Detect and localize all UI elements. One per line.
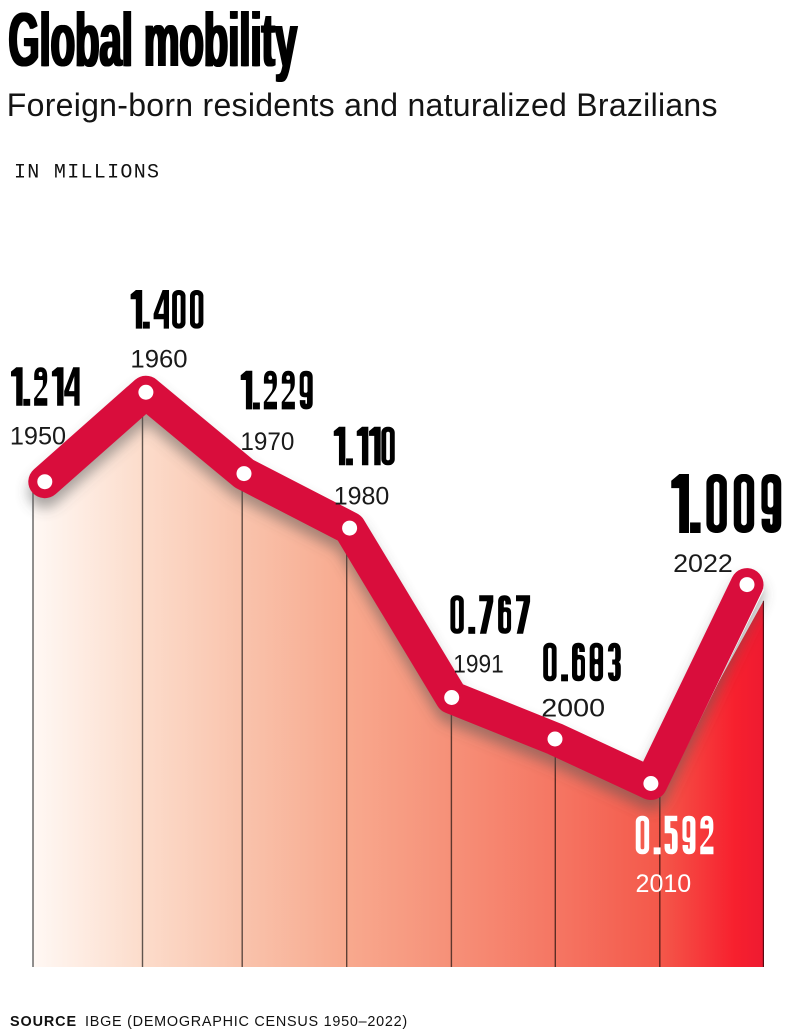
svg-text:1991: 1991 <box>453 650 503 678</box>
svg-text:2022: 2022 <box>673 551 733 578</box>
svg-text:1960: 1960 <box>130 346 187 374</box>
svg-text:1980: 1980 <box>334 483 390 511</box>
svg-text:2000: 2000 <box>541 694 605 722</box>
svg-text:IN MILLIONS: IN MILLIONS <box>14 162 160 185</box>
svg-text:2010: 2010 <box>636 870 692 898</box>
svg-text:SOURCE: SOURCE <box>10 1014 77 1030</box>
svg-text:Foreign-born residents and nat: Foreign-born residents and naturalized B… <box>7 87 718 123</box>
svg-text:IBGE (DEMOGRAPHIC CENSUS 1950–: IBGE (DEMOGRAPHIC CENSUS 1950–2022) <box>85 1014 408 1030</box>
svg-text:1950: 1950 <box>10 423 66 451</box>
svg-text:1970: 1970 <box>240 428 294 455</box>
